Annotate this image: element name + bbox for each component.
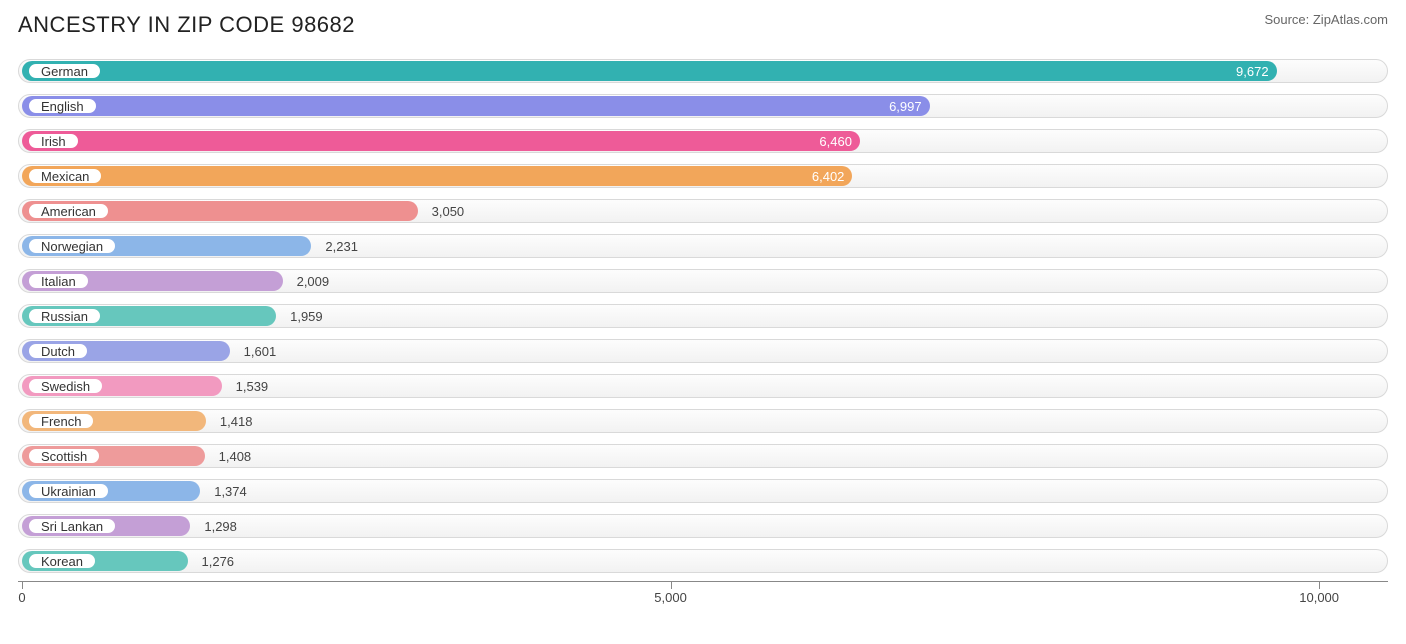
bar-category-pill: Swedish xyxy=(27,377,104,395)
bar-track xyxy=(18,374,1388,398)
bar-value-label: 1,276 xyxy=(194,546,243,576)
axis-tick xyxy=(671,581,672,589)
bar-row: 1,601 Dutch xyxy=(18,336,1388,366)
bar-row: 3,050 American xyxy=(18,196,1388,226)
bar-value-label: 6,402 xyxy=(22,161,852,191)
bar-row: 1,418 French xyxy=(18,406,1388,436)
x-axis: 0 5,000 10,000 xyxy=(18,581,1388,609)
bar-category-pill: English xyxy=(27,97,98,115)
bar-category-pill: Norwegian xyxy=(27,237,117,255)
bar-value-label: 9,672 xyxy=(22,56,1277,86)
bar-value-label: 6,997 xyxy=(22,91,930,121)
bar-category-pill: Russian xyxy=(27,307,102,325)
bar-row: 1,374 Ukrainian xyxy=(18,476,1388,506)
bar-value-label: 3,050 xyxy=(424,196,473,226)
bar-category-pill: American xyxy=(27,202,110,220)
axis-tick-label: 10,000 xyxy=(1299,590,1339,605)
bar-row: 6,997English xyxy=(18,91,1388,121)
bar-value-label: 6,460 xyxy=(22,126,860,156)
bar-value-label: 1,298 xyxy=(196,511,245,541)
bar-category-pill: Dutch xyxy=(27,342,89,360)
bar-row: 1,298 Sri Lankan xyxy=(18,511,1388,541)
bar-value-label: 1,959 xyxy=(282,301,331,331)
bar-category-pill: French xyxy=(27,412,95,430)
bar-row: 2,009 Italian xyxy=(18,266,1388,296)
chart-plot-area: 9,672German 6,997English 6,460Irish 6,402Me… xyxy=(18,56,1388,576)
axis-tick xyxy=(1319,581,1320,589)
bar-row: 6,460Irish xyxy=(18,126,1388,156)
bar-value-label: 1,601 xyxy=(236,336,285,366)
bar-category-pill: Scottish xyxy=(27,447,101,465)
ancestry-bar-chart: ANCESTRY IN ZIP CODE 98682 Source: ZipAt… xyxy=(0,0,1406,617)
bar-value-label: 1,418 xyxy=(212,406,261,436)
bar-row: 1,539 Swedish xyxy=(18,371,1388,401)
bar-row: 9,672German xyxy=(18,56,1388,86)
chart-source: Source: ZipAtlas.com xyxy=(1264,12,1388,27)
bar-row: 1,408 Scottish xyxy=(18,441,1388,471)
bar-value-label: 2,231 xyxy=(317,231,366,261)
bar-category-pill: Mexican xyxy=(27,167,103,185)
bar-value-label: 1,539 xyxy=(228,371,277,401)
bar-value-label: 1,408 xyxy=(211,441,260,471)
bar-category-pill: Irish xyxy=(27,132,80,150)
bar-row: 1,276 Korean xyxy=(18,546,1388,576)
bar-category-pill: Italian xyxy=(27,272,90,290)
chart-header: ANCESTRY IN ZIP CODE 98682 Source: ZipAt… xyxy=(18,12,1388,38)
bar-value-label: 2,009 xyxy=(289,266,338,296)
chart-title: ANCESTRY IN ZIP CODE 98682 xyxy=(18,12,355,38)
bar-category-pill: Korean xyxy=(27,552,97,570)
bar-row: 1,959 Russian xyxy=(18,301,1388,331)
bar-row: 6,402Mexican xyxy=(18,161,1388,191)
axis-tick xyxy=(22,581,23,589)
axis-tick-label: 5,000 xyxy=(654,590,687,605)
bar-category-pill: Sri Lankan xyxy=(27,517,117,535)
axis-tick-label: 0 xyxy=(18,590,25,605)
bar-row: 2,231 Norwegian xyxy=(18,231,1388,261)
bar-category-pill: German xyxy=(27,62,102,80)
bar-value-label: 1,374 xyxy=(206,476,255,506)
bar-category-pill: Ukrainian xyxy=(27,482,110,500)
